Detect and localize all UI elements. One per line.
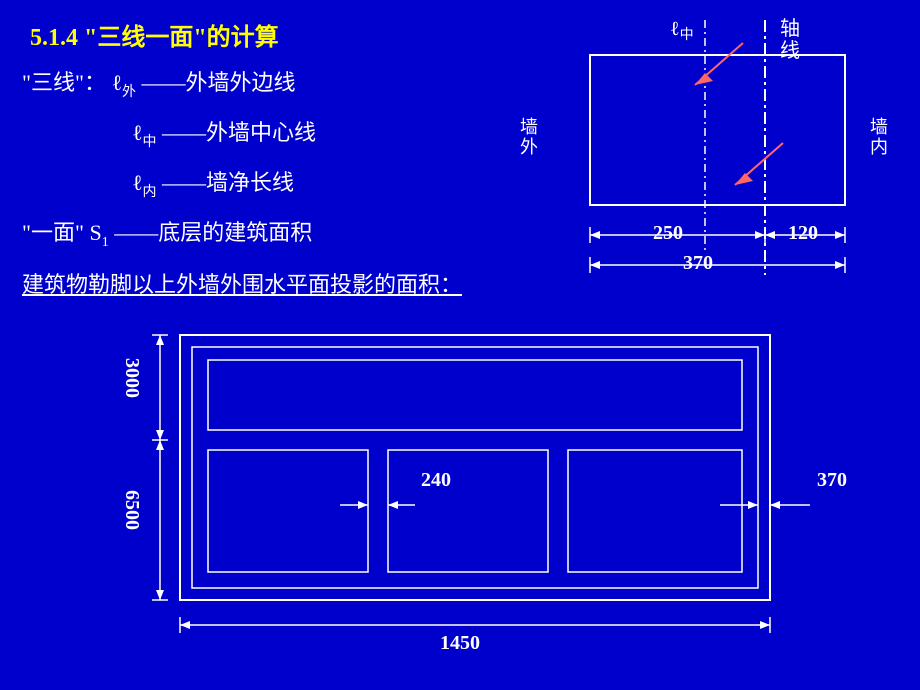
- one-face-line: "一面" S1 ——底层的建筑面积: [22, 218, 312, 249]
- l2-line: ℓ中 ——外墙中心线: [132, 118, 316, 149]
- dim-6500: 6500: [120, 490, 143, 530]
- one-desc: ——底层的建筑面积: [114, 220, 312, 245]
- dim-1450: 1450: [440, 632, 480, 655]
- l3-symbol: ℓ: [132, 170, 143, 195]
- wall-out-label: 墙外: [520, 118, 538, 158]
- one-sub: 1: [102, 235, 109, 250]
- dim-370-plan: 370: [817, 469, 847, 492]
- dim-3000: 3000: [120, 358, 143, 398]
- dim-370-top: 370: [683, 252, 713, 275]
- l2-desc: ——外墙中心线: [162, 120, 316, 145]
- l2-sub: 中: [143, 135, 157, 150]
- wall-section-diagram: [565, 15, 905, 290]
- l1-desc: ——外墙外边线: [142, 70, 296, 95]
- l3-desc: ——墙净长线: [162, 170, 294, 195]
- footer-underline: 建筑物勒脚以上外墙外围水平面投影的面积：: [22, 272, 462, 297]
- l1-symbol: ℓ: [111, 70, 122, 95]
- dim-240: 240: [421, 469, 451, 492]
- section-title: 5.1.4 "三线一面"的计算: [30, 22, 279, 56]
- three-lines-label: "三线"： ℓ外 ——外墙外边线: [22, 68, 296, 99]
- dim-120: 120: [788, 222, 818, 245]
- l2-symbol: ℓ: [132, 120, 143, 145]
- one-label: "一面" S: [22, 220, 102, 245]
- three-label: "三线"：: [22, 70, 106, 95]
- floor-plan-diagram: [60, 325, 860, 655]
- l3-line: ℓ内 ——墙净长线: [132, 168, 294, 199]
- l1-sub: 外: [122, 85, 136, 100]
- footer-text: 建筑物勒脚以上外墙外围水平面投影的面积：: [22, 270, 462, 301]
- dim-250: 250: [653, 222, 683, 245]
- l3-sub: 内: [143, 185, 157, 200]
